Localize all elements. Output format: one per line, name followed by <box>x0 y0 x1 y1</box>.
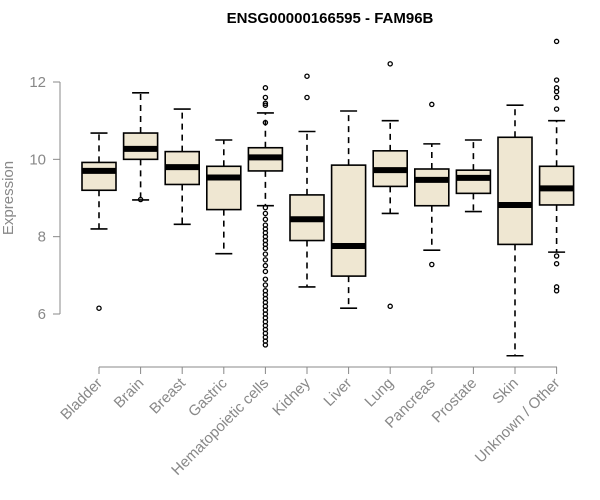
outlier-point <box>553 253 560 259</box>
outlier-point <box>429 101 435 108</box>
x-tick-label: Skin <box>489 375 522 408</box>
box-group-lung <box>372 61 409 310</box>
box-group-hematopoietic-cells <box>247 85 284 348</box>
x-tick-label: Brain <box>111 375 148 412</box>
outlier-point <box>304 73 310 79</box>
x-tick-label: Lung <box>361 375 397 411</box>
outlier-point <box>262 257 269 263</box>
box-group-breast <box>164 108 200 226</box>
x-tick-label: Liver <box>320 375 355 410</box>
iqr-box <box>330 164 367 277</box>
outlier-point <box>262 245 269 252</box>
outlier-point <box>262 94 269 101</box>
iqr-box <box>413 168 450 207</box>
iqr-box <box>455 169 492 195</box>
outlier-point <box>262 262 269 269</box>
box-group-bladder <box>81 132 117 311</box>
outlier-point <box>262 216 269 223</box>
box-group-kidney <box>289 73 325 288</box>
outlier-point <box>387 61 393 67</box>
outlier-point <box>262 100 269 107</box>
outlier-point <box>262 268 269 275</box>
box-group-liver <box>330 110 367 310</box>
outlier-point <box>553 38 560 45</box>
outlier-point <box>262 276 269 282</box>
outlier-point <box>262 282 269 288</box>
x-tick-label: Breast <box>146 374 189 417</box>
outlier-point <box>262 342 269 348</box>
x-tick-label: Bladder <box>57 375 106 424</box>
iqr-box <box>497 136 533 246</box>
outlier-point <box>96 305 102 311</box>
y-ticks: 6 8 10 12 <box>29 74 60 323</box>
outlier-point <box>387 303 393 310</box>
outlier-point <box>553 260 560 267</box>
outlier-point <box>137 196 144 203</box>
y-tick-label: 8 <box>38 229 46 246</box>
chart-title: ENSG00000166595 - FAM96B <box>227 10 434 27</box>
outlier-point <box>262 85 269 91</box>
box-group-skin <box>497 104 533 357</box>
x-tick-label: Prostate <box>429 375 481 427</box>
box-group-brain <box>122 92 159 203</box>
box-group-gastric <box>206 139 242 255</box>
outlier-point <box>262 204 269 211</box>
outlier-point <box>262 251 269 257</box>
outlier-point <box>429 261 435 268</box>
box-group-prostate <box>455 139 492 213</box>
outlier-point <box>553 106 560 112</box>
outlier-point <box>262 102 269 108</box>
outlier-point <box>553 88 560 95</box>
y-axis-label: Expression <box>0 161 17 235</box>
boxes <box>81 38 575 357</box>
iqr-box <box>206 165 242 211</box>
y-tick-label: 6 <box>38 306 46 323</box>
y-tick-label: 12 <box>29 74 46 91</box>
iqr-box <box>81 161 117 192</box>
box-group-unknown-other <box>538 38 575 294</box>
outlier-point <box>553 288 560 294</box>
outlier-point <box>262 210 269 217</box>
y-tick-label: 10 <box>29 151 46 168</box>
outlier-point <box>553 77 560 83</box>
x-tick-label: Kidney <box>269 374 314 419</box>
outlier-point <box>304 94 310 101</box>
box-group-pancreas <box>413 101 450 268</box>
outlier-point <box>262 119 269 126</box>
outlier-point <box>553 94 560 101</box>
